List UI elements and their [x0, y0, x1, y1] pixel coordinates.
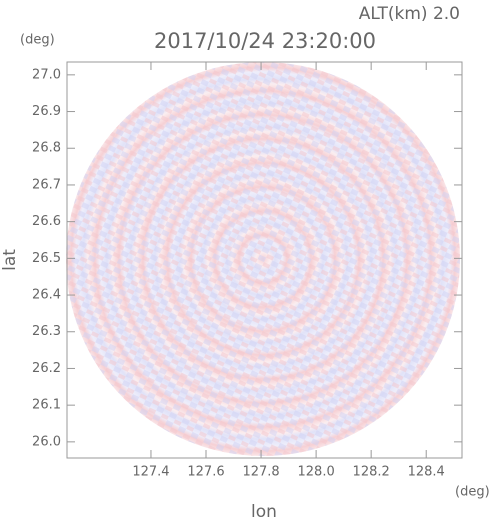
x-tick-label: 128.2 — [353, 465, 390, 480]
y-tick-label: 26.6 — [32, 214, 61, 229]
y-tick-label: 27.0 — [32, 67, 61, 82]
y-tick-label: 26.1 — [32, 398, 61, 413]
y-tick-label: 26.8 — [32, 141, 61, 156]
y-tick-label: 26.9 — [32, 104, 61, 119]
y-tick-label: 26.7 — [32, 177, 61, 192]
x-tick-label: 127.6 — [187, 465, 224, 480]
altitude-label: ALT(km) 2.0 — [359, 4, 460, 24]
y-tick-label: 26.2 — [32, 361, 61, 376]
y-tick-label: 26.5 — [32, 251, 61, 266]
x-axis-label: lon — [251, 502, 277, 521]
x-tick-label: 127.8 — [242, 465, 279, 480]
y-tick-label: 26.3 — [32, 324, 61, 339]
chart-title: 2017/10/24 23:20:00 — [154, 29, 376, 53]
x-tick-label: 128.4 — [408, 465, 445, 480]
plot-frame — [66, 61, 463, 459]
x-unit: (deg) — [455, 485, 490, 500]
y-unit: (deg) — [20, 33, 55, 48]
y-tick-label: 26.0 — [32, 434, 61, 449]
y-tick-label: 26.4 — [32, 288, 61, 303]
y-axis-label: lat — [0, 249, 20, 271]
radar-texture — [66, 62, 460, 456]
x-tick-label: 127.4 — [132, 465, 169, 480]
x-tick-label: 128.0 — [298, 465, 335, 480]
